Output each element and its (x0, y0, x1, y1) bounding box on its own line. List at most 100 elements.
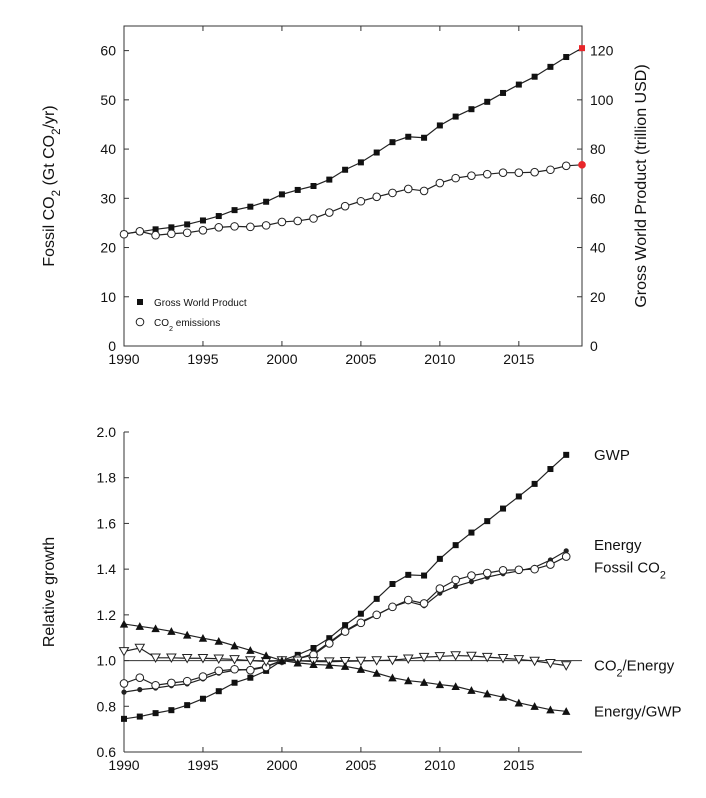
series-end-label: Fossil CO2 (594, 560, 666, 582)
data-point (405, 571, 412, 578)
x-tick-label: 2005 (345, 351, 376, 367)
data-point (214, 666, 224, 676)
data-point (340, 662, 350, 670)
gwp-point (389, 139, 396, 146)
x-tick-label: 2010 (424, 351, 455, 367)
data-point (547, 466, 554, 473)
data-point (355, 656, 367, 667)
gwp-point (500, 89, 507, 96)
co2-point (388, 188, 397, 198)
data-point (388, 602, 397, 612)
data-point (436, 555, 443, 562)
x-tick-label: 2000 (266, 757, 297, 773)
data-point (199, 695, 206, 702)
data-point (215, 688, 222, 695)
data-point (418, 652, 430, 663)
x-tick-label: 2015 (503, 757, 534, 773)
data-point (450, 651, 462, 661)
data-point (136, 713, 143, 720)
gwp-point (184, 221, 191, 228)
data-point (135, 622, 144, 630)
data-point (135, 673, 145, 683)
data-point (514, 565, 524, 575)
data-point (435, 680, 445, 689)
data-point (451, 682, 460, 690)
co2-point (372, 192, 381, 202)
gwp-point (515, 81, 522, 88)
y-tick-label: 1.8 (97, 470, 117, 486)
data-point (452, 542, 459, 549)
gwp-point (563, 54, 570, 61)
data-point (468, 579, 475, 585)
data-point (356, 665, 366, 673)
data-point (231, 679, 238, 686)
co2-point (498, 168, 508, 178)
co2-point (198, 226, 208, 235)
co2-point (482, 169, 492, 179)
gwp-point (168, 224, 175, 231)
data-point (529, 656, 540, 667)
data-point (167, 627, 176, 635)
data-point (118, 647, 130, 657)
gwp-point (547, 63, 554, 70)
x-tick-label: 1990 (108, 351, 139, 367)
y-tick-label-right: 60 (590, 190, 606, 206)
data-point (514, 698, 524, 707)
data-point (515, 493, 522, 500)
co2-point (119, 229, 129, 239)
co2-point (214, 223, 224, 232)
data-point (482, 568, 492, 578)
data-point (230, 664, 239, 674)
y-axis-title-left: Fossil CO2 (Gt CO2/yr) (41, 105, 63, 266)
data-point (500, 505, 507, 512)
y-tick-label-left: 60 (100, 43, 116, 59)
data-point (182, 676, 192, 686)
gwp-point (247, 203, 254, 210)
data-point (530, 564, 539, 574)
y-tick-label: 1.4 (97, 561, 117, 577)
y-axis-title: Relative growth (41, 537, 58, 647)
data-point (357, 610, 364, 617)
data-point (137, 687, 143, 693)
data-point (325, 639, 334, 648)
x-tick-label: 1990 (108, 757, 139, 773)
data-point (198, 633, 208, 642)
data-point (563, 451, 570, 458)
data-point (244, 656, 256, 666)
gwp-point (421, 134, 428, 141)
co2-point (578, 161, 586, 169)
data-point (119, 679, 129, 688)
data-point (497, 653, 509, 664)
data-point (513, 655, 525, 665)
y-tick-label-right: 20 (590, 289, 606, 305)
data-point (419, 678, 429, 686)
data-point (403, 595, 413, 605)
data-point (184, 702, 191, 709)
data-point (213, 654, 225, 664)
y-axis-title-right: Gross World Product (trillion USD) (633, 64, 650, 307)
gwp-point (294, 186, 301, 193)
co2-point (277, 217, 287, 227)
series-end-label: GWP (594, 447, 630, 464)
legend-label: Gross World Product (154, 298, 247, 309)
gwp-point (579, 45, 585, 52)
data-point (182, 630, 192, 639)
data-point (373, 595, 380, 602)
chart-bottom-relative-growth: 1990 1995 2000 2005 2010 2015 0.6 0.8 1.0 1.2 1.4 1… (41, 424, 682, 773)
co2-point (309, 214, 318, 223)
data-point (466, 651, 477, 662)
y-tick-label-left: 50 (100, 92, 116, 108)
co2-point (514, 168, 524, 178)
co2-point (451, 173, 460, 183)
data-point (151, 680, 160, 690)
co2-point (246, 222, 255, 232)
data-point (342, 622, 349, 629)
series-end-label: Energy (594, 537, 642, 554)
x-tick-label: 2000 (266, 351, 297, 367)
co2-point (530, 167, 539, 177)
data-point (562, 707, 571, 715)
y-tick-label: 1.6 (97, 515, 117, 531)
y-tick-label-right: 40 (590, 240, 606, 256)
data-point (121, 689, 127, 695)
